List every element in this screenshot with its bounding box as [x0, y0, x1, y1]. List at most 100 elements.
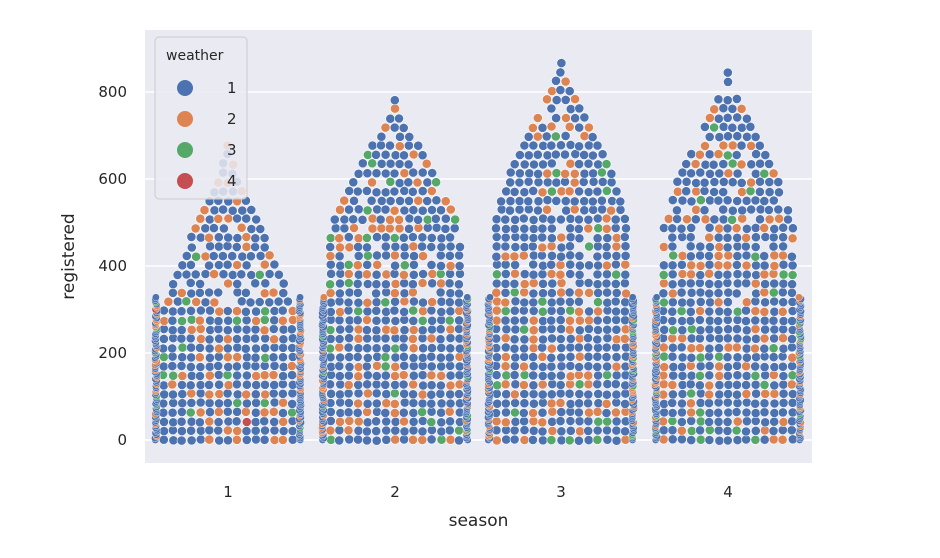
swarm-point	[381, 306, 391, 317]
swarm-point	[436, 342, 447, 353]
swarm-point	[255, 224, 266, 234]
swarm-point	[426, 259, 437, 270]
swarm-point	[344, 185, 355, 196]
swarm-point	[385, 196, 396, 206]
swarm-point	[788, 223, 798, 234]
swarm-point	[200, 251, 211, 262]
swarm-point	[528, 123, 538, 133]
swarm-point	[259, 242, 270, 253]
swarm-point	[556, 214, 566, 225]
swarm-point	[232, 233, 243, 243]
swarm-point	[501, 324, 512, 335]
swarm-point	[620, 259, 631, 270]
swarm-point	[602, 389, 612, 400]
swarm-point	[619, 306, 630, 317]
swarm-point	[501, 389, 512, 400]
swarm-point	[597, 149, 608, 160]
swarm-point	[611, 259, 621, 270]
swarm-point	[519, 324, 529, 335]
swarm-point	[491, 241, 502, 252]
swarm-point	[269, 435, 280, 445]
swarm-point	[195, 407, 206, 418]
swarm-point	[569, 196, 580, 207]
swarm-point	[732, 398, 743, 408]
swarm-point	[413, 214, 423, 225]
swarm-point	[769, 324, 780, 335]
swarm-point	[264, 297, 275, 308]
swarm-point	[769, 296, 780, 307]
swarm-point	[427, 297, 437, 307]
swarm-point	[778, 259, 789, 270]
swarm-point	[352, 260, 363, 271]
swarm-point	[213, 287, 224, 298]
swarm-point	[269, 315, 280, 326]
swarm-point	[191, 296, 202, 307]
swarm-point	[241, 260, 252, 271]
swarm-point	[677, 316, 687, 326]
swarm-point	[214, 343, 224, 354]
swarm-point	[592, 233, 603, 244]
swarm-point	[546, 343, 557, 354]
swarm-point	[565, 333, 576, 344]
swarm-point	[551, 113, 561, 123]
swarm-point	[574, 379, 585, 390]
swarm-point	[349, 195, 359, 206]
swarm-point	[353, 306, 364, 317]
swarm-point	[592, 213, 603, 224]
swarm-point	[718, 140, 729, 151]
swarm-point	[658, 269, 669, 280]
swarm-point	[445, 324, 456, 335]
swarm-point	[260, 278, 271, 289]
swarm-point	[445, 232, 455, 243]
swarm-point	[208, 251, 219, 261]
swarm-point	[431, 177, 441, 188]
swarm-point	[704, 417, 714, 427]
swarm-point	[583, 416, 594, 427]
swarm-point	[759, 306, 770, 317]
swarm-point	[583, 158, 594, 169]
swarm-point	[751, 149, 761, 159]
swarm-point	[574, 398, 584, 409]
swarm-point	[519, 435, 530, 445]
swarm-point	[376, 158, 387, 169]
swarm-point	[177, 389, 188, 399]
swarm-point	[601, 408, 612, 418]
swarm-point	[695, 296, 706, 307]
swarm-point	[236, 296, 247, 307]
swarm-point	[344, 242, 355, 253]
swarm-point	[769, 388, 780, 399]
swarm-point	[528, 250, 539, 261]
swarm-point	[722, 232, 733, 243]
swarm-point	[786, 379, 797, 390]
swarm-point	[509, 186, 520, 197]
swarm-point	[500, 342, 511, 353]
swarm-point	[246, 204, 257, 215]
swarm-point	[372, 250, 382, 261]
swarm-point	[194, 287, 205, 298]
swarm-point	[394, 214, 404, 225]
swarm-point	[408, 352, 419, 363]
swarm-point	[389, 95, 400, 106]
swarm-point	[334, 233, 345, 244]
swarm-point	[750, 434, 761, 445]
swarm-point	[421, 158, 432, 169]
swarm-point	[750, 315, 761, 326]
swarm-point	[505, 167, 516, 178]
swarm-point	[384, 223, 395, 234]
swarm-point	[417, 389, 428, 400]
swarm-point	[663, 213, 674, 224]
data-points	[151, 58, 805, 446]
swarm-point	[404, 223, 414, 234]
swarm-point	[190, 223, 201, 234]
swarm-point	[741, 195, 752, 206]
swarm-point	[242, 352, 252, 363]
swarm-point	[778, 316, 789, 326]
swarm-point	[695, 241, 706, 252]
swarm-point	[232, 389, 243, 400]
swarm-point	[587, 132, 598, 142]
swarm-point	[718, 214, 729, 225]
swarm-point	[500, 214, 511, 225]
swarm-point	[732, 360, 742, 371]
swarm-point	[240, 287, 251, 298]
swarm-point	[668, 250, 679, 261]
